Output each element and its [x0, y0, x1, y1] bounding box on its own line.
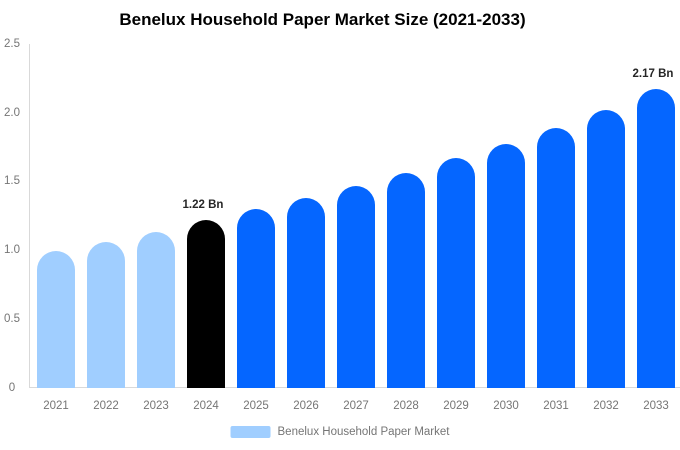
x-axis-line [29, 387, 680, 388]
x-tick-2026: 2026 [293, 400, 319, 412]
y-tick-0: 0 [8, 381, 16, 394]
x-tick-2030: 2030 [493, 400, 519, 412]
bar-2025[interactable] [237, 208, 275, 388]
y-tick-1.0: 1.0 [4, 244, 20, 257]
legend-label: Benelux Household Paper Market [277, 426, 450, 438]
y-tick-1.5: 1.5 [4, 175, 20, 188]
bar-2023[interactable] [137, 232, 175, 388]
bar-2029[interactable] [437, 158, 475, 388]
bar-2026[interactable] [287, 197, 325, 388]
legend-item[interactable]: Benelux Household Paper Market [230, 426, 450, 438]
x-tick-2029: 2029 [443, 400, 469, 412]
y-tick-2.5: 2.5 [4, 38, 20, 50]
x-tick-2024: 2024 [193, 400, 219, 412]
x-tick-2031: 2031 [543, 400, 569, 412]
legend-swatch [230, 426, 271, 438]
x-tick-2025: 2025 [243, 400, 269, 412]
bar-2022[interactable] [87, 241, 125, 388]
x-tick-2021: 2021 [43, 400, 69, 412]
bar-2033[interactable] [637, 89, 675, 388]
y-axis-line [29, 44, 30, 388]
x-tick-2023: 2023 [143, 400, 169, 412]
x-tick-2022: 2022 [93, 400, 119, 412]
x-tick-2032: 2032 [593, 400, 619, 412]
annotation-2033: 2.17 Bn [632, 68, 674, 81]
x-tick-2028: 2028 [393, 400, 419, 412]
bar-2028[interactable] [387, 173, 425, 388]
x-tick-2027: 2027 [343, 400, 369, 412]
bar-2032[interactable] [587, 109, 625, 388]
annotation-2024: 1.22 Bn [182, 198, 224, 211]
x-tick-2033: 2033 [643, 400, 669, 412]
bar-2024[interactable] [187, 219, 225, 388]
y-tick-0.5: 0.5 [4, 312, 20, 325]
bar-2031[interactable] [537, 127, 575, 388]
chart-title: Benelux Household Paper Market Size (202… [119, 10, 526, 29]
bar-2021[interactable] [37, 251, 75, 388]
y-tick-2.0: 2.0 [4, 106, 20, 119]
bar-2030[interactable] [487, 144, 525, 388]
bar-2027[interactable] [337, 185, 375, 388]
